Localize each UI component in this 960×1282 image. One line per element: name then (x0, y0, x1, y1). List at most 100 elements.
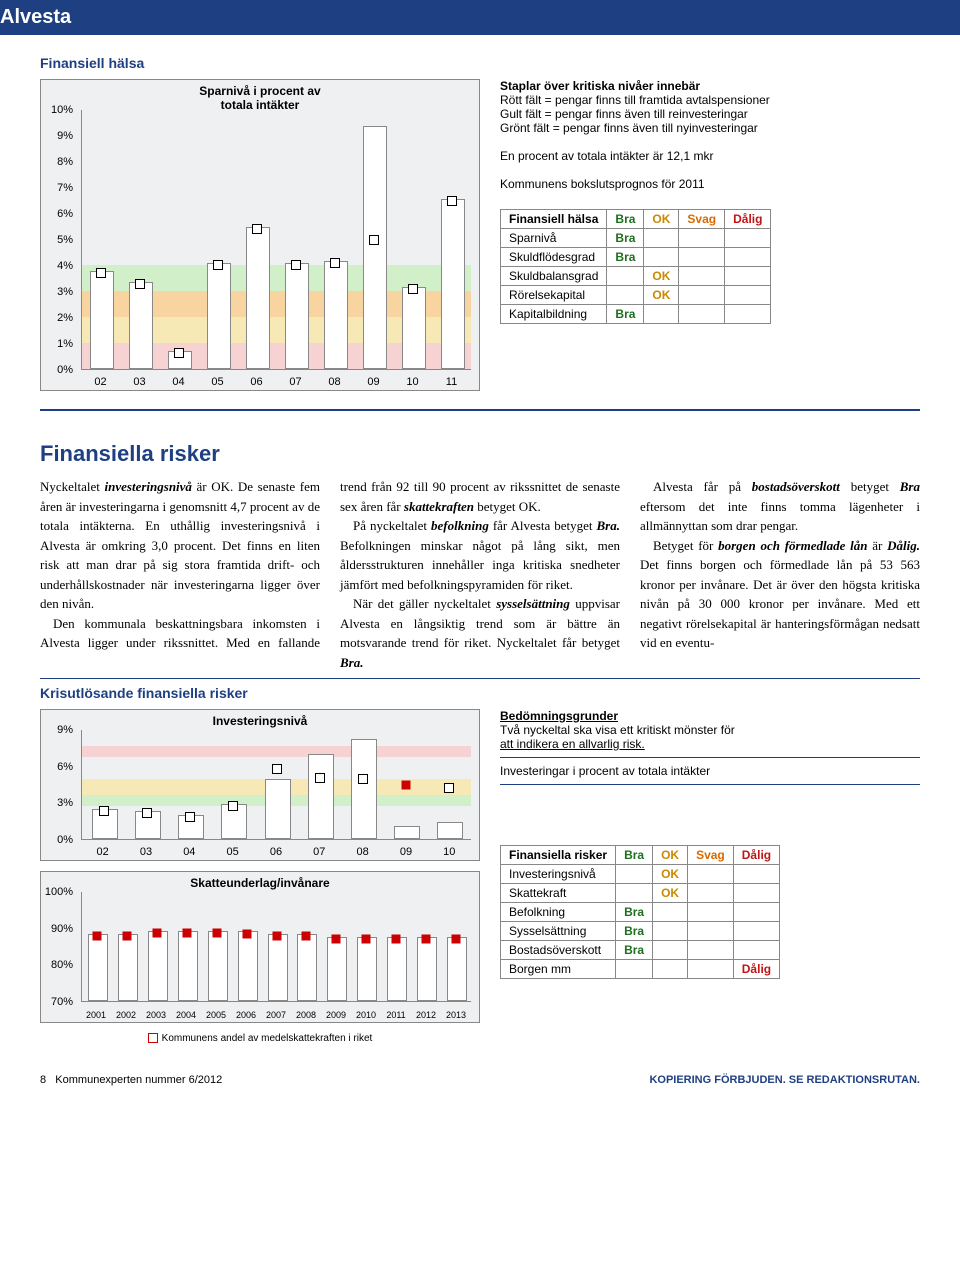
table-row: InvesteringsnivåOK (501, 865, 780, 884)
bar (238, 931, 258, 1002)
x-label: 2007 (261, 1010, 291, 1020)
divider (500, 784, 920, 785)
x-label: 2004 (171, 1010, 201, 1020)
marker (96, 268, 106, 278)
y-tick: 2% (57, 312, 73, 324)
x-label: 2001 (81, 1010, 111, 1020)
marker (185, 812, 195, 822)
marker (174, 348, 184, 358)
table-header: Bra (616, 846, 653, 865)
bar (357, 937, 377, 1001)
y-tick: 70% (51, 996, 73, 1008)
marker (447, 196, 457, 206)
marker (315, 773, 325, 783)
divider (40, 409, 920, 411)
legend-line: En procent av totala intäkter är 12,1 mk… (500, 149, 920, 163)
bar (437, 822, 463, 839)
y-tick: 80% (51, 959, 73, 971)
marker (242, 930, 251, 939)
marker (392, 934, 401, 943)
assess-line: att indikera en allvarlig risk. (500, 737, 920, 751)
x-label: 07 (276, 376, 315, 388)
chart3-x-labels: 2001200220032004200520062007200820092010… (81, 1010, 471, 1020)
marker (332, 934, 341, 943)
bar (394, 826, 420, 839)
body-paragraph: Nyckeltalet investeringsnivå är OK. De s… (40, 477, 320, 614)
table-row: Borgen mmDålig (501, 960, 780, 979)
body-paragraph: Alvesta får på bostadsöverskott betyget … (640, 477, 920, 536)
y-tick: 90% (51, 923, 73, 935)
table-row: KapitalbildningBra (501, 305, 771, 324)
body-paragraph: När det gäller nyckeltalet sysselsättnin… (340, 594, 620, 672)
x-label: 02 (81, 846, 124, 858)
marker (452, 934, 461, 943)
marker (228, 801, 238, 811)
x-label: 11 (432, 376, 471, 388)
bar (148, 931, 168, 1002)
assess-title: Bedömningsgrunder (500, 709, 920, 723)
marker (422, 934, 431, 943)
bar (90, 271, 114, 369)
chart1-legend: Staplar över kritiska nivåer innebär Röt… (500, 79, 920, 391)
x-label: 04 (159, 376, 198, 388)
table-row: SparnivåBra (501, 229, 771, 248)
marker (213, 260, 223, 270)
x-label: 2012 (411, 1010, 441, 1020)
x-label: 06 (237, 376, 276, 388)
marker (369, 235, 379, 245)
bar (129, 282, 153, 369)
bar (447, 937, 467, 1001)
assess-line: Investeringar i procent av totala intäkt… (500, 764, 920, 778)
x-label: 07 (298, 846, 341, 858)
divider (40, 678, 920, 679)
bar (402, 287, 426, 369)
footer-left: 8 Kommunexperten nummer 6/2012 (40, 1074, 222, 1086)
page-footer: 8 Kommunexperten nummer 6/2012 KOPIERING… (40, 1074, 920, 1086)
section-title-crisis: Krisutlösande finansiella risker (40, 685, 920, 701)
bar (285, 263, 309, 369)
table-row: BostadsöverskottBra (501, 941, 780, 960)
chart3-y-axis: 100%90%80%70% (41, 892, 77, 1002)
legend-line: Gult fält = pengar finns även till reinv… (500, 107, 920, 121)
marker (212, 928, 221, 937)
table-row: BefolkningBra (501, 903, 780, 922)
bar (308, 754, 334, 839)
legend-line: Staplar över kritiska nivåer innebär (500, 79, 920, 93)
legend-line: Rött fält = pengar finns till framtida a… (500, 93, 920, 107)
chart2-title: Investeringsnivå (41, 714, 479, 728)
table-header: OK (644, 210, 679, 229)
table-header: Svag (679, 210, 725, 229)
bar (265, 779, 291, 839)
x-label: 09 (384, 846, 427, 858)
x-label: 05 (198, 376, 237, 388)
table-header: Finansiella risker (501, 846, 616, 865)
marker (272, 931, 281, 940)
x-label: 2002 (111, 1010, 141, 1020)
bar (268, 934, 288, 1001)
rating-table-health: Finansiell hälsaBraOKSvagDåligSparnivåBr… (500, 209, 771, 324)
y-tick: 0% (57, 834, 73, 846)
chart3-legend: Kommunens andel av medelskattekraften i … (40, 1033, 480, 1044)
crisis-block: Investeringsnivå 9%6%3%0% 02030405060708… (40, 709, 920, 1044)
y-tick: 10% (51, 104, 73, 116)
marker (122, 931, 131, 940)
marker (302, 931, 311, 940)
y-tick: 8% (57, 156, 73, 168)
y-tick: 6% (57, 761, 73, 773)
divider (500, 757, 920, 758)
page-header: Alvesta (0, 0, 960, 35)
bar (387, 937, 407, 1001)
bottom-left-charts: Investeringsnivå 9%6%3%0% 02030405060708… (40, 709, 480, 1044)
footer-right: KOPIERING FÖRBJUDEN. SE REDAKTIONSRUTAN. (649, 1074, 920, 1086)
bar (324, 261, 348, 369)
x-label: 05 (211, 846, 254, 858)
marker (252, 224, 262, 234)
chart2-x-labels: 020304050607080910 (81, 846, 471, 858)
section-title-finansiell-halsa: Finansiell hälsa (40, 55, 920, 71)
x-label: 09 (354, 376, 393, 388)
chart2-y-axis: 9%6%3%0% (41, 730, 77, 840)
chart3-plot (81, 892, 471, 1002)
bottom-right: Bedömningsgrunder Två nyckeltal ska visa… (500, 709, 920, 1044)
marker (362, 934, 371, 943)
legend-line: Kommunens bokslutsprognos för 2011 (500, 177, 920, 191)
